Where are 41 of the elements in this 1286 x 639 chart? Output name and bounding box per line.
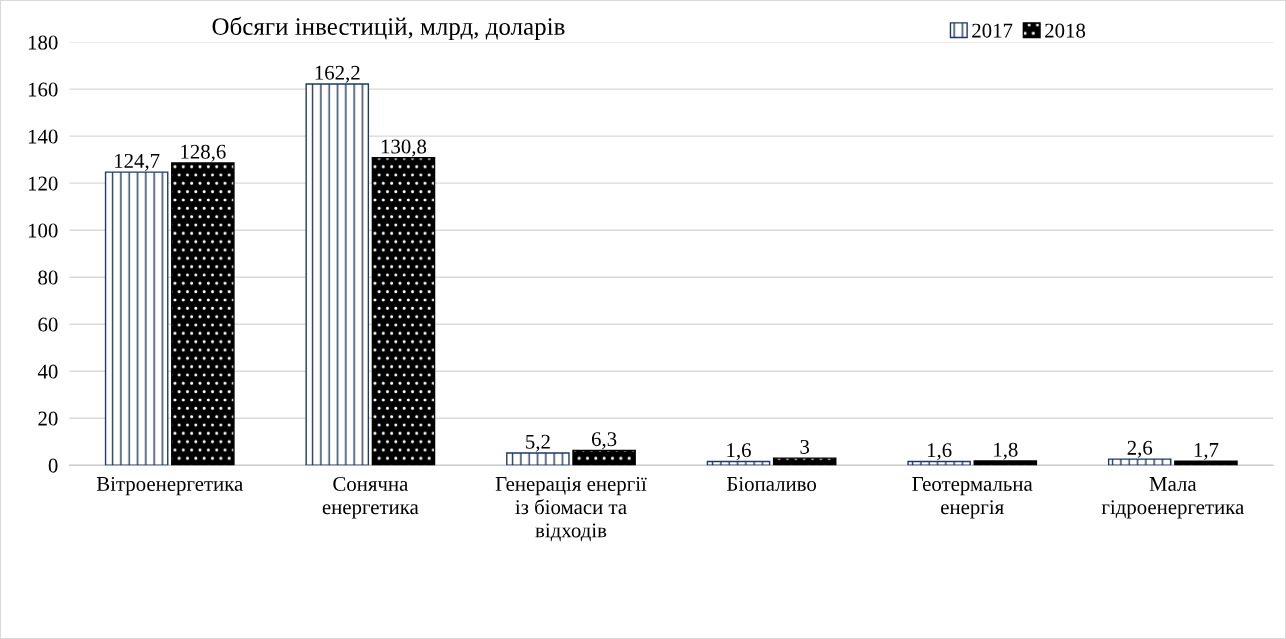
x-tick-label: Геотермальна енергія (912, 477, 1033, 519)
bar (104, 171, 169, 466)
legend-label: 2018 (1045, 23, 1086, 38)
data-label: 128,6 (181, 144, 226, 162)
y-tick-label: 160 (28, 82, 58, 97)
y-tick-label: 80 (38, 270, 58, 285)
y-tick-label: 40 (37, 364, 58, 379)
data-label: 124,7 (115, 153, 160, 171)
data-label: 6,3 (591, 432, 617, 450)
y-tick-label: 120 (28, 176, 58, 191)
data-label: 2,6 (1127, 440, 1153, 458)
bar (572, 449, 636, 466)
bar (305, 83, 370, 466)
bar (907, 460, 971, 466)
data-label: 1,8 (994, 442, 1018, 460)
x-tick-label: Біопаливо (726, 476, 817, 491)
y-tick-label: 20 (38, 411, 58, 426)
data-label: 162,2 (315, 65, 360, 83)
data-label: 3 (800, 439, 810, 454)
legend-label: 2017 (972, 23, 1013, 38)
x-tick-label: Вітроенергетика (96, 476, 243, 496)
x-tick-label: Мала гідроенергетика (1101, 477, 1244, 519)
y-tick-label: 180 (28, 35, 58, 50)
data-label: 130,8 (381, 139, 427, 157)
x-tick-label: Сонячна енергетика (322, 476, 419, 519)
data-label: 1,7 (1194, 443, 1219, 460)
y-tick-label: 140 (28, 129, 58, 144)
x-tick-label: Генерація енергії із біомаси та відходів (495, 476, 647, 542)
chart-title: Обсяги інвестицій, млрд, доларів (212, 16, 565, 41)
y-tick-label: 60 (38, 317, 58, 332)
bar (371, 157, 436, 466)
bar (171, 162, 235, 466)
data-label: 5,2 (526, 434, 550, 452)
bar (973, 460, 1038, 466)
bar (1107, 458, 1172, 466)
y-tick-label: 0 (48, 458, 58, 473)
data-label: 1,6 (927, 443, 952, 461)
bar (506, 452, 570, 466)
bar (772, 457, 837, 466)
data-label: 1,6 (727, 443, 751, 461)
y-tick-label: 100 (28, 223, 58, 238)
